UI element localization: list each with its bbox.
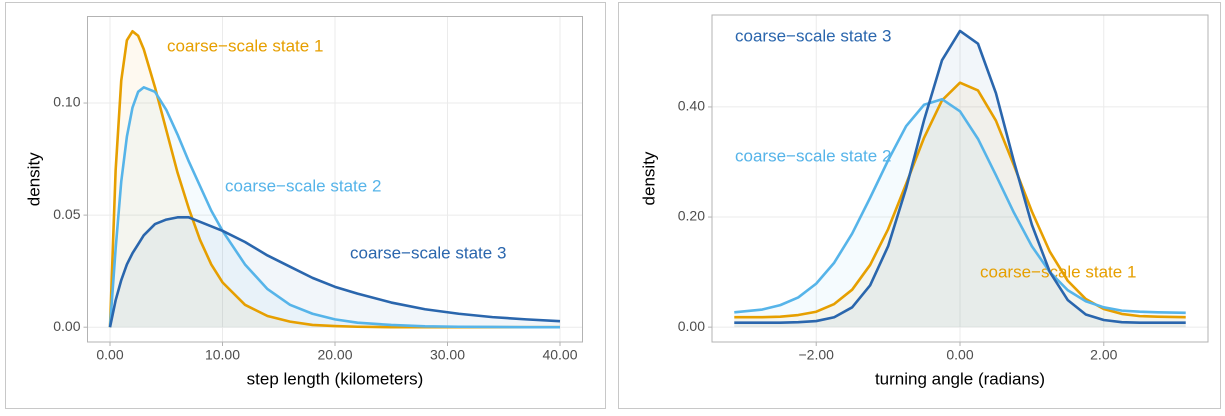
y-tick-label: 0.20 xyxy=(678,208,705,224)
line xyxy=(734,97,1186,315)
y-tick-label: 0.00 xyxy=(678,318,705,334)
area xyxy=(734,30,1186,328)
series-annotation: coarse−scale state 1 xyxy=(980,262,1136,281)
series-annotation: coarse−scale state 3 xyxy=(735,26,891,45)
panel-frame xyxy=(618,2,1221,409)
y-tick-label: 0.10 xyxy=(53,94,80,110)
area xyxy=(734,99,1186,328)
area xyxy=(110,87,560,328)
area xyxy=(734,82,1186,328)
y-tick-label: 0.05 xyxy=(53,206,80,222)
series-annotation: coarse−scale state 2 xyxy=(735,146,891,165)
x-tick-label: 30.00 xyxy=(430,347,465,363)
y-tick-label: 0.00 xyxy=(53,318,80,334)
x-tick-label: 10.00 xyxy=(205,347,240,363)
line xyxy=(108,86,560,329)
x-tick-label: 20.00 xyxy=(317,347,352,363)
line xyxy=(734,29,1186,325)
x-axis-title: turning angle (radians) xyxy=(875,369,1045,388)
area xyxy=(110,217,560,328)
y-tick-label: 0.40 xyxy=(678,98,705,114)
x-tick-label: 0.00 xyxy=(946,347,973,363)
area xyxy=(110,31,560,328)
line xyxy=(108,216,561,328)
x-tick-label: 2.00 xyxy=(1090,347,1117,363)
x-tick-label: 40.00 xyxy=(542,347,577,363)
series-annotation: coarse−scale state 1 xyxy=(167,36,323,55)
x-tick-label: −2.00 xyxy=(799,347,835,363)
x-tick-label: 0.00 xyxy=(96,347,123,363)
series-annotation: coarse−scale state 3 xyxy=(350,243,506,262)
series-annotation: coarse−scale state 2 xyxy=(225,176,381,195)
y-axis-title: density xyxy=(639,151,658,205)
y-axis-title: density xyxy=(24,152,43,206)
line xyxy=(734,81,1186,319)
x-axis-title: step length (kilometers) xyxy=(247,369,424,388)
panel-frame xyxy=(5,2,606,409)
